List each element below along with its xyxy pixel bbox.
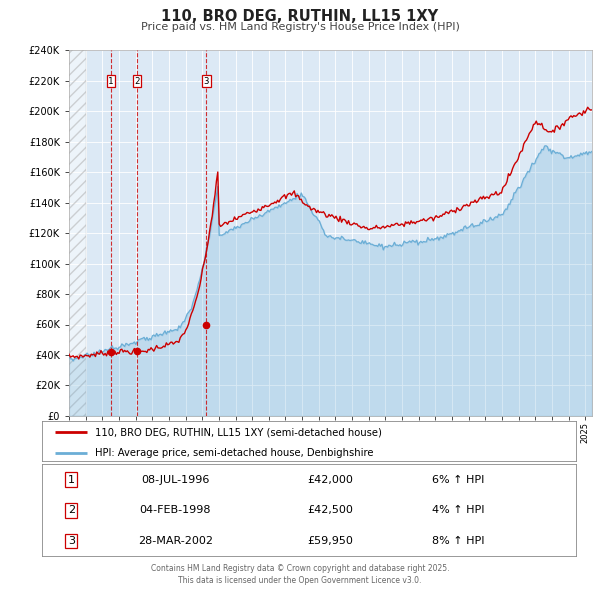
Text: 6% ↑ HPI: 6% ↑ HPI (433, 475, 485, 484)
Text: Contains HM Land Registry data © Crown copyright and database right 2025.
This d: Contains HM Land Registry data © Crown c… (151, 565, 449, 585)
Text: £42,000: £42,000 (307, 475, 353, 484)
Text: 1: 1 (68, 475, 75, 484)
Text: 4% ↑ HPI: 4% ↑ HPI (432, 506, 485, 515)
Text: 1: 1 (108, 77, 113, 86)
Text: 04-FEB-1998: 04-FEB-1998 (140, 506, 211, 515)
Text: 8% ↑ HPI: 8% ↑ HPI (432, 536, 485, 546)
Text: £42,500: £42,500 (307, 506, 353, 515)
Text: HPI: Average price, semi-detached house, Denbighshire: HPI: Average price, semi-detached house,… (95, 448, 374, 458)
Text: 110, BRO DEG, RUTHIN, LL15 1XY: 110, BRO DEG, RUTHIN, LL15 1XY (161, 9, 439, 24)
Text: 08-JUL-1996: 08-JUL-1996 (142, 475, 209, 484)
Text: 3: 3 (203, 77, 209, 86)
Text: 2: 2 (68, 506, 75, 515)
Text: 3: 3 (68, 536, 75, 546)
Text: £59,950: £59,950 (307, 536, 353, 546)
Text: 28-MAR-2002: 28-MAR-2002 (138, 536, 213, 546)
Text: 110, BRO DEG, RUTHIN, LL15 1XY (semi-detached house): 110, BRO DEG, RUTHIN, LL15 1XY (semi-det… (95, 428, 382, 438)
Text: Price paid vs. HM Land Registry's House Price Index (HPI): Price paid vs. HM Land Registry's House … (140, 22, 460, 32)
Text: 2: 2 (134, 77, 140, 86)
